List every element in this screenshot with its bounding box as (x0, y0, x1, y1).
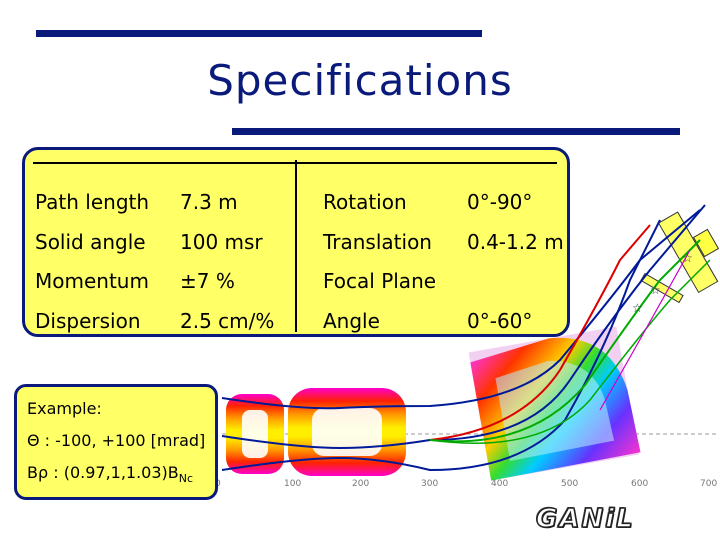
spec-label-translation: Translation (323, 230, 432, 254)
spec-value-rotation: 0°-90° (467, 190, 533, 214)
axis-tick: 500 (561, 479, 578, 489)
ganil-logo: GANiL (535, 503, 635, 535)
bottom-rule (232, 128, 680, 135)
example-box: Example: Θ : -100, +100 [mrad] Bρ : (0.9… (14, 384, 218, 500)
example-brho: Bρ : (0.97,1,1.03)BNc (27, 463, 193, 485)
spec-value-momentum: ±7 % (180, 269, 235, 293)
spec-label-solid-angle: Solid angle (35, 230, 146, 254)
axis-tick: 700 (700, 479, 717, 489)
spec-value-path-length: 7.3 m (180, 190, 238, 214)
spec-value-dispersion: 2.5 cm/% (180, 309, 275, 333)
spec-label-path-length: Path length (35, 190, 150, 214)
example-brho-text: Bρ : (0.97,1,1.03)B (27, 463, 179, 482)
svg-text:☆: ☆ (650, 283, 661, 297)
spec-label-angle: Angle (323, 309, 380, 333)
spec-label-rotation: Rotation (323, 190, 407, 214)
axis-tick: 400 (491, 479, 508, 489)
axis-tick: 600 (631, 479, 648, 489)
axis-tick: 0 (215, 479, 221, 489)
specs-box: Path length 7.3 m Rotation 0°-90° Solid … (22, 147, 570, 337)
example-heading: Example: (27, 399, 102, 418)
page-title: Specifications (207, 56, 513, 105)
spec-value-solid-angle: 100 msr (180, 230, 263, 254)
svg-text:☆: ☆ (632, 301, 643, 315)
spec-value-translation: 0.4-1.2 m (467, 230, 564, 254)
example-theta: Θ : -100, +100 [mrad] (27, 431, 206, 450)
axis-tick: 200 (352, 479, 369, 489)
top-rule (36, 30, 482, 37)
axis-tick: 300 (421, 479, 438, 489)
axis-tick: 100 (284, 479, 301, 489)
spec-label-momentum: Momentum (35, 269, 149, 293)
example-brho-subscript: Nc (178, 472, 194, 486)
spec-label-focal-plane: Focal Plane (323, 269, 437, 293)
svg-text:☆: ☆ (682, 251, 693, 265)
spec-value-angle: 0°-60° (467, 309, 533, 333)
specs-divider-vertical (295, 160, 297, 332)
spec-label-dispersion: Dispersion (35, 309, 141, 333)
